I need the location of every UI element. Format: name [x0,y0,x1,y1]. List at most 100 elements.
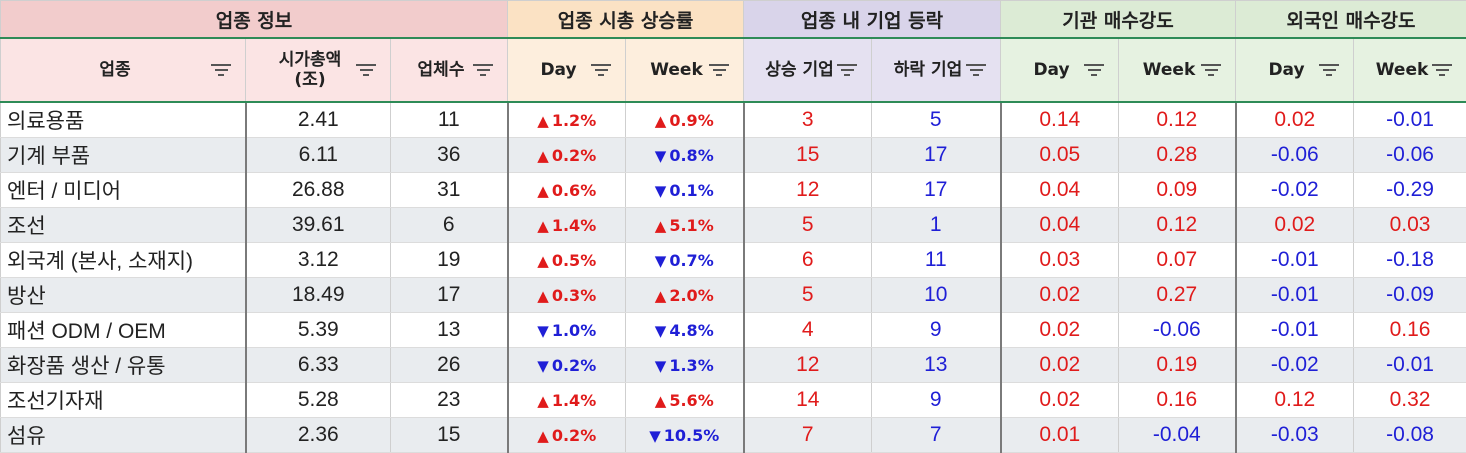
filter-icon[interactable] [591,64,611,76]
sector-name: 조선기자재 [1,383,246,418]
frgn-week: -0.01 [1354,102,1466,138]
frgn-day: -0.03 [1236,418,1354,453]
frgn-week: -0.09 [1354,278,1466,313]
filter-icon[interactable] [473,64,493,76]
col-inst-week[interactable]: Week [1119,38,1236,102]
up-triangle-icon: ▲ [537,392,549,410]
inst-week: 0.16 [1119,383,1236,418]
frgn-day: -0.01 [1236,278,1354,313]
down-triangle-icon: ▼ [537,322,549,340]
sector-name: 의료용품 [1,102,246,138]
frgn-day: -0.01 [1236,313,1354,348]
change-value: 5.6% [669,391,713,410]
market-cap: 5.28 [246,383,391,418]
filter-icon[interactable] [966,64,986,76]
inst-day: 0.03 [1001,243,1119,278]
group-company-updown: 업종 내 기업 등락 [744,1,1001,39]
col-sector[interactable]: 업종 [1,38,246,102]
inst-day: 0.04 [1001,208,1119,243]
down-triangle-icon: ▼ [649,427,661,445]
change-value: 0.2% [552,426,596,445]
col-frgn-day[interactable]: Day [1236,38,1354,102]
rising-count: 14 [744,383,872,418]
inst-day: 0.14 [1001,102,1119,138]
falling-count: 9 [872,313,1001,348]
down-triangle-icon: ▼ [655,182,667,200]
sector-name: 조선 [1,208,246,243]
col-mcap-week[interactable]: Week [626,38,744,102]
change-value: 1.3% [669,356,713,375]
change-value: 5.1% [669,216,713,235]
col-companies[interactable]: 업체수 [391,38,508,102]
frgn-day: -0.01 [1236,243,1354,278]
inst-day: 0.01 [1001,418,1119,453]
mcap-week-change: ▼1.3% [626,348,744,383]
down-triangle-icon: ▼ [655,357,667,375]
falling-count: 7 [872,418,1001,453]
group-foreign-strength: 외국인 매수강도 [1236,1,1466,39]
frgn-day: 0.02 [1236,208,1354,243]
up-triangle-icon: ▲ [537,182,549,200]
group-institution-strength: 기관 매수강도 [1001,1,1236,39]
col-mcap-day[interactable]: Day [508,38,626,102]
mcap-day-change: ▲1.4% [508,383,626,418]
change-value: 0.3% [552,286,596,305]
inst-day: 0.02 [1001,313,1119,348]
company-count: 26 [391,348,508,383]
up-triangle-icon: ▲ [537,252,549,270]
market-cap: 2.36 [246,418,391,453]
col-inst-day[interactable]: Day [1001,38,1119,102]
inst-day: 0.02 [1001,278,1119,313]
sector-name: 방산 [1,278,246,313]
inst-week: -0.04 [1119,418,1236,453]
company-count: 31 [391,173,508,208]
col-sector-label: 업종 [99,60,130,80]
filter-icon[interactable] [1319,64,1339,76]
filter-icon[interactable] [709,64,729,76]
company-count: 17 [391,278,508,313]
mcap-day-change: ▲0.5% [508,243,626,278]
filter-icon[interactable] [356,64,376,76]
col-inst-week-label: Week [1143,60,1196,80]
frgn-day: 0.02 [1236,102,1354,138]
frgn-week: -0.06 [1354,138,1466,173]
mcap-week-change: ▼0.8% [626,138,744,173]
change-value: 1.4% [552,216,596,235]
column-header-row: 업종 시가총액(조) 업체수 Day Week 상승 기업 [1,38,1466,102]
col-mcap[interactable]: 시가총액(조) [246,38,391,102]
col-falling[interactable]: 하락 기업 [872,38,1001,102]
falling-count: 9 [872,383,1001,418]
rising-count: 3 [744,102,872,138]
frgn-day: -0.02 [1236,173,1354,208]
col-frgn-week[interactable]: Week [1354,38,1466,102]
filter-icon[interactable] [1084,64,1104,76]
change-value: 0.8% [669,146,713,165]
change-value: 1.4% [552,391,596,410]
market-cap: 5.39 [246,313,391,348]
change-value: 0.9% [669,111,713,130]
filter-icon[interactable] [211,64,231,76]
col-rising[interactable]: 상승 기업 [744,38,872,102]
inst-day: 0.05 [1001,138,1119,173]
change-value: 0.7% [669,251,713,270]
down-triangle-icon: ▼ [655,147,667,165]
mcap-day-change: ▲0.3% [508,278,626,313]
filter-icon[interactable] [1201,64,1221,76]
frgn-week: -0.01 [1354,348,1466,383]
rising-count: 15 [744,138,872,173]
inst-week: 0.28 [1119,138,1236,173]
filter-icon[interactable] [1432,64,1452,76]
falling-count: 5 [872,102,1001,138]
inst-week: 0.07 [1119,243,1236,278]
filter-icon[interactable] [837,64,857,76]
